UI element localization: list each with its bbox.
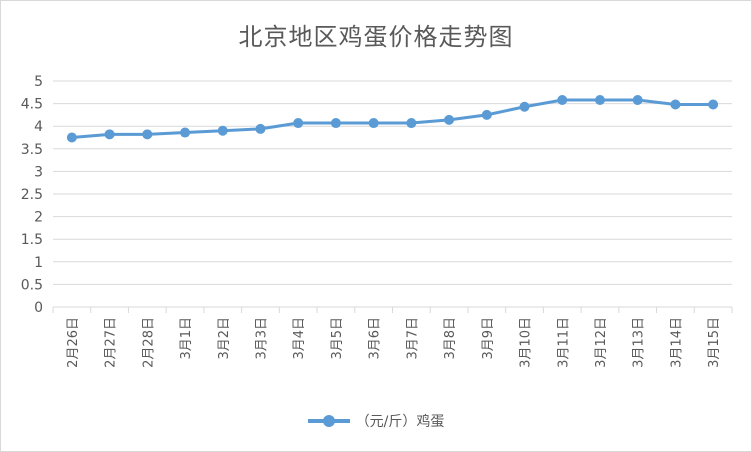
x-tick-label: 3月13日 [632, 317, 647, 368]
data-point [255, 123, 266, 134]
x-tick-label: 2月27日 [104, 317, 119, 368]
y-tick-label: 3.5 [21, 142, 43, 158]
data-point [632, 94, 643, 105]
data-point [557, 94, 568, 105]
data-point [406, 118, 417, 129]
data-point [293, 118, 304, 129]
x-tick-label: 3月14日 [669, 317, 684, 368]
data-point [368, 118, 379, 129]
x-tick-label: 3月15日 [707, 317, 722, 368]
y-tick-label: 4 [34, 119, 43, 135]
y-tick-label: 1 [34, 255, 43, 271]
x-tick-label: 3月7日 [405, 317, 420, 360]
data-point [481, 109, 492, 120]
data-point [66, 132, 77, 143]
x-tick-label: 3月2日 [217, 317, 232, 360]
legend: （元/斤）鸡蛋 [1, 411, 751, 431]
y-tick-label: 0 [34, 300, 43, 316]
data-point [444, 114, 455, 125]
legend-label: （元/斤）鸡蛋 [355, 414, 445, 430]
legend-swatch [307, 415, 350, 427]
x-tick-label: 3月3日 [254, 317, 269, 360]
x-tick-label: 3月10日 [519, 317, 534, 368]
x-axis-ticks: 2月26日 2月27日 2月28日 3月1日 3月2日 3月3日 3月4日 3月5日 3月6日 3… [52, 307, 733, 368]
data-point [330, 118, 341, 129]
y-tick-label: 5 [34, 74, 43, 90]
x-tick-label: 2月28日 [141, 317, 156, 368]
y-tick-label: 0.5 [21, 277, 43, 293]
x-tick-label: 3月6日 [368, 317, 383, 360]
data-point [670, 99, 681, 110]
x-tick-label: 3月1日 [179, 317, 194, 360]
chart-title: 北京地区鸡蛋价格走势图 [238, 23, 514, 51]
x-tick-label: 3月12日 [594, 317, 609, 368]
y-tick-label: 3 [34, 164, 43, 180]
data-point [708, 99, 719, 110]
data-point [594, 94, 605, 105]
y-tick-label: 2.5 [21, 187, 43, 203]
series-egg-price [66, 94, 719, 143]
x-tick-label: 3月8日 [443, 317, 458, 360]
y-axis-ticks: 0 0.5 1 1.5 2 2.5 3 3.5 4 4.5 5 [21, 74, 43, 316]
x-tick-label: 3月5日 [330, 317, 345, 360]
series-line [71, 98, 714, 139]
data-point [217, 125, 228, 136]
gridlines [53, 80, 732, 308]
data-point [142, 129, 153, 140]
y-tick-label: 4.5 [21, 97, 43, 113]
y-tick-label: 2 [34, 210, 43, 226]
x-tick-label: 3月9日 [481, 317, 496, 360]
y-tick-label: 1.5 [21, 232, 43, 248]
x-tick-label: 2月26日 [66, 317, 81, 368]
data-point [519, 101, 530, 112]
x-tick-label: 3月11日 [556, 317, 571, 368]
data-point [180, 127, 191, 138]
data-point [104, 129, 115, 140]
x-tick-label: 3月4日 [292, 317, 307, 360]
